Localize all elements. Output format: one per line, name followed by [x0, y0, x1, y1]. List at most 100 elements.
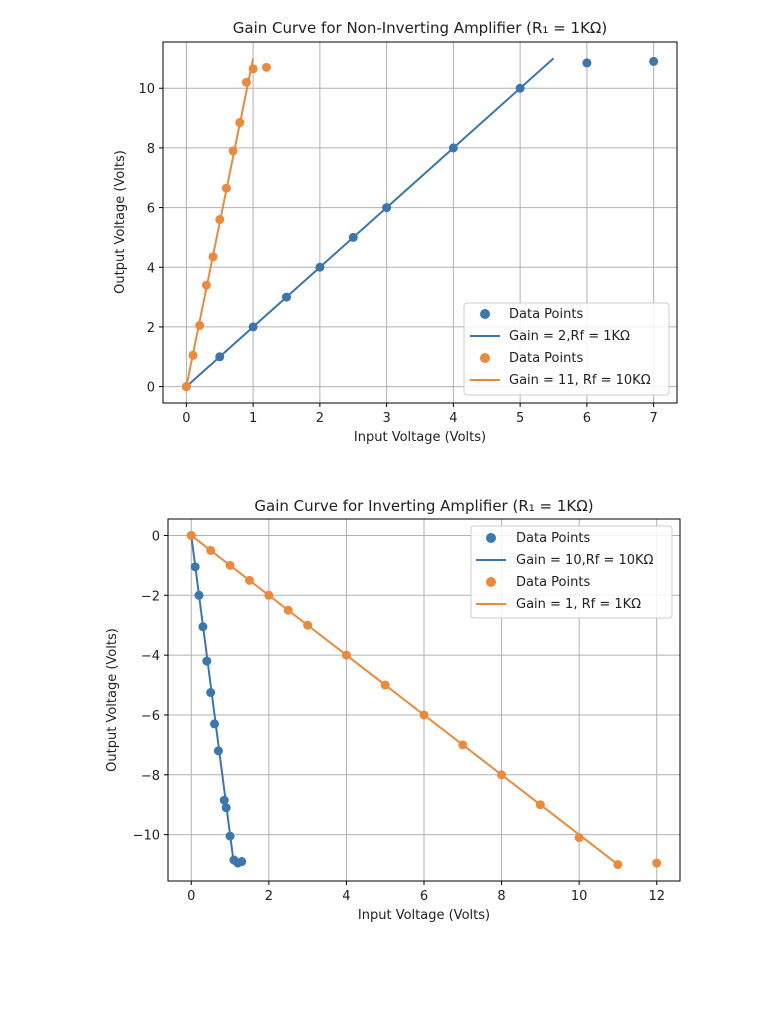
- data-point: [348, 232, 358, 242]
- x-tick-label: 2: [265, 889, 273, 904]
- data-point: [235, 118, 245, 128]
- data-point: [515, 83, 525, 93]
- y-tick-label: 8: [147, 142, 155, 157]
- x-tick-label: 7: [649, 411, 657, 426]
- x-tick-label: 0: [187, 889, 195, 904]
- y-tick-label: 4: [147, 261, 155, 276]
- data-point: [283, 605, 293, 615]
- data-point: [380, 680, 390, 690]
- x-tick-label: 1: [249, 411, 257, 426]
- data-point: [190, 562, 200, 572]
- chart-inverting: Gain Curve for Inverting Amplifier (R₁ =…: [105, 497, 681, 923]
- y-tick-label: 0: [147, 381, 155, 396]
- data-point: [221, 183, 231, 193]
- x-tick-label: 5: [516, 411, 524, 426]
- data-point: [448, 143, 458, 153]
- data-point: [341, 650, 351, 660]
- legend-label: Gain = 1, Rf = 1KΩ: [516, 597, 641, 612]
- legend-box: [463, 302, 670, 396]
- data-point: [201, 280, 211, 290]
- legend-label: Gain = 11, Rf = 10KΩ: [509, 373, 651, 388]
- data-point: [244, 575, 254, 585]
- chart-non-inverting: Gain Curve for Non-Inverting Amplifier (…: [113, 19, 678, 445]
- data-point: [497, 770, 507, 780]
- x-tick-label: 12: [648, 889, 665, 904]
- y-tick-label: −10: [133, 829, 160, 844]
- x-axis-label: Input Voltage (Volts): [354, 430, 486, 445]
- plot-frame: [162, 41, 678, 404]
- data-point: [215, 215, 225, 225]
- x-tick-label: 4: [449, 411, 457, 426]
- series-layer: [181, 56, 659, 392]
- legend-label: Gain = 2,Rf = 1KΩ: [509, 329, 630, 344]
- data-point: [208, 252, 218, 262]
- data-point: [248, 322, 258, 332]
- x-tick-label: 4: [342, 889, 350, 904]
- y-axis-label: Output Voltage (Volts): [105, 628, 120, 772]
- series-line: [185, 57, 555, 388]
- legend-marker-points: [480, 309, 490, 319]
- x-tick-label: 10: [571, 889, 588, 904]
- x-tick-label: 6: [420, 889, 428, 904]
- data-point: [219, 795, 229, 805]
- y-tick-label: 10: [138, 82, 155, 97]
- data-point: [198, 622, 208, 632]
- data-point: [582, 58, 592, 68]
- data-point: [264, 590, 274, 600]
- data-point: [206, 688, 216, 698]
- y-tick-label: −6: [141, 709, 160, 724]
- data-point: [195, 320, 205, 330]
- data-point: [225, 831, 235, 841]
- data-point: [303, 620, 313, 630]
- legend-label: Gain = 10,Rf = 10KΩ: [516, 553, 654, 568]
- legend: Data Points Gain = 2,Rf = 1KΩ Data Point…: [463, 302, 670, 396]
- data-point: [228, 146, 238, 156]
- data-point: [261, 62, 271, 72]
- y-tick-label: −8: [141, 769, 160, 784]
- y-tick-label: 6: [147, 202, 155, 217]
- data-point: [194, 590, 204, 600]
- data-point: [221, 803, 231, 813]
- data-point: [613, 860, 623, 870]
- data-point: [281, 292, 291, 302]
- data-point: [649, 56, 659, 66]
- ticks: 0 1 2 3 4 5 6 7 0 2 4 6 8 10: [138, 82, 657, 426]
- legend-marker-points: [480, 353, 490, 363]
- legend-marker-points: [486, 533, 496, 543]
- data-point: [186, 530, 196, 540]
- data-point: [215, 352, 225, 362]
- series-line: [190, 535, 235, 865]
- series-layer: [186, 530, 662, 870]
- chart-title: Gain Curve for Non-Inverting Amplifier (…: [233, 19, 607, 37]
- legend-label: Data Points: [516, 531, 590, 546]
- data-point: [382, 203, 392, 213]
- ticks: 0 2 4 6 8 10 12 0 −2 −4 −6 −8 −10: [133, 529, 665, 904]
- chart-title: Gain Curve for Inverting Amplifier (R₁ =…: [254, 497, 593, 515]
- x-axis-label: Input Voltage (Volts): [358, 908, 490, 923]
- y-tick-label: 0: [152, 529, 160, 544]
- data-point: [210, 719, 220, 729]
- data-point: [535, 800, 545, 810]
- data-point: [237, 857, 247, 867]
- y-tick-label: −2: [141, 589, 160, 604]
- x-tick-label: 8: [497, 889, 505, 904]
- x-tick-label: 3: [382, 411, 390, 426]
- x-tick-label: 2: [316, 411, 324, 426]
- y-tick-label: −4: [141, 649, 160, 664]
- data-point: [652, 858, 662, 868]
- data-point: [315, 262, 325, 272]
- data-point: [188, 350, 198, 360]
- data-point: [248, 64, 258, 74]
- data-point: [458, 740, 468, 750]
- grid: [163, 42, 677, 403]
- legend-label: Data Points: [509, 307, 583, 322]
- legend-label: Data Points: [509, 351, 583, 366]
- data-point: [206, 545, 216, 555]
- data-point: [213, 746, 223, 756]
- data-point: [574, 833, 584, 843]
- x-tick-label: 6: [583, 411, 591, 426]
- data-point: [202, 656, 212, 666]
- legend-box: [470, 525, 673, 619]
- data-point: [181, 382, 191, 392]
